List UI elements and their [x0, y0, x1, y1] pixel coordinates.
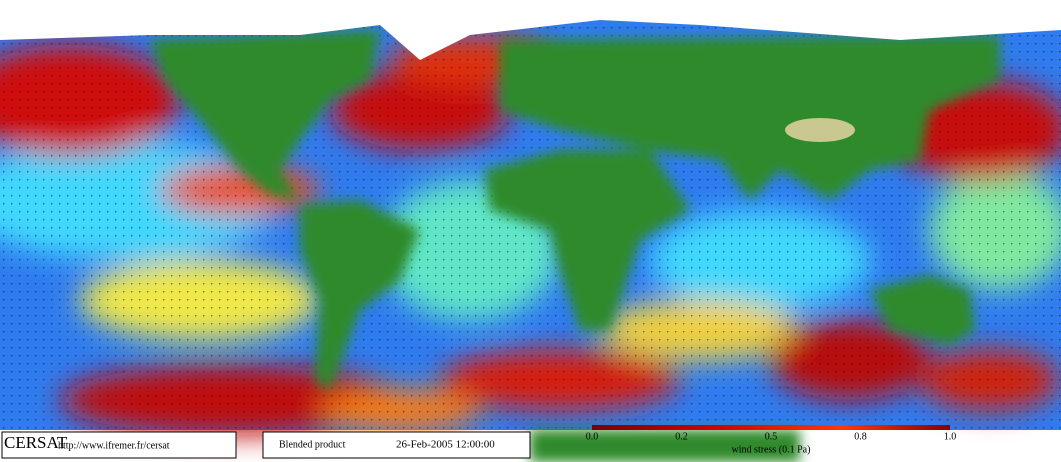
colorbar-tick-label: 1.0 [944, 431, 957, 442]
colorbar-ticks: 0.0 0.2 0.5 0.8 1.0 [586, 431, 957, 442]
colorbar-tick-label: 0.2 [675, 431, 688, 442]
footer: CERSAT http://www.ifremer.fr/cersat Blen… [1, 425, 957, 459]
product-box [262, 431, 531, 459]
logo-box [1, 431, 237, 459]
colorbar-tick-label: 0.8 [854, 431, 867, 442]
plateau [785, 118, 855, 142]
colorbar-label: wind stress (0.1 Pa) [732, 444, 811, 455]
product-date: 26-Feb-2005 12:00:00 [396, 439, 495, 451]
land [150, 30, 1000, 462]
colorbar [592, 425, 950, 430]
colorbar-tick-label: 0.5 [765, 431, 778, 442]
logo-url: http://www.ifremer.fr/cersat [58, 440, 170, 451]
ice [0, 0, 1061, 142]
product-label: Blended product [279, 439, 346, 450]
colorbar-tick-label: 0.0 [586, 431, 599, 442]
logo-name: CERSAT [4, 433, 68, 452]
